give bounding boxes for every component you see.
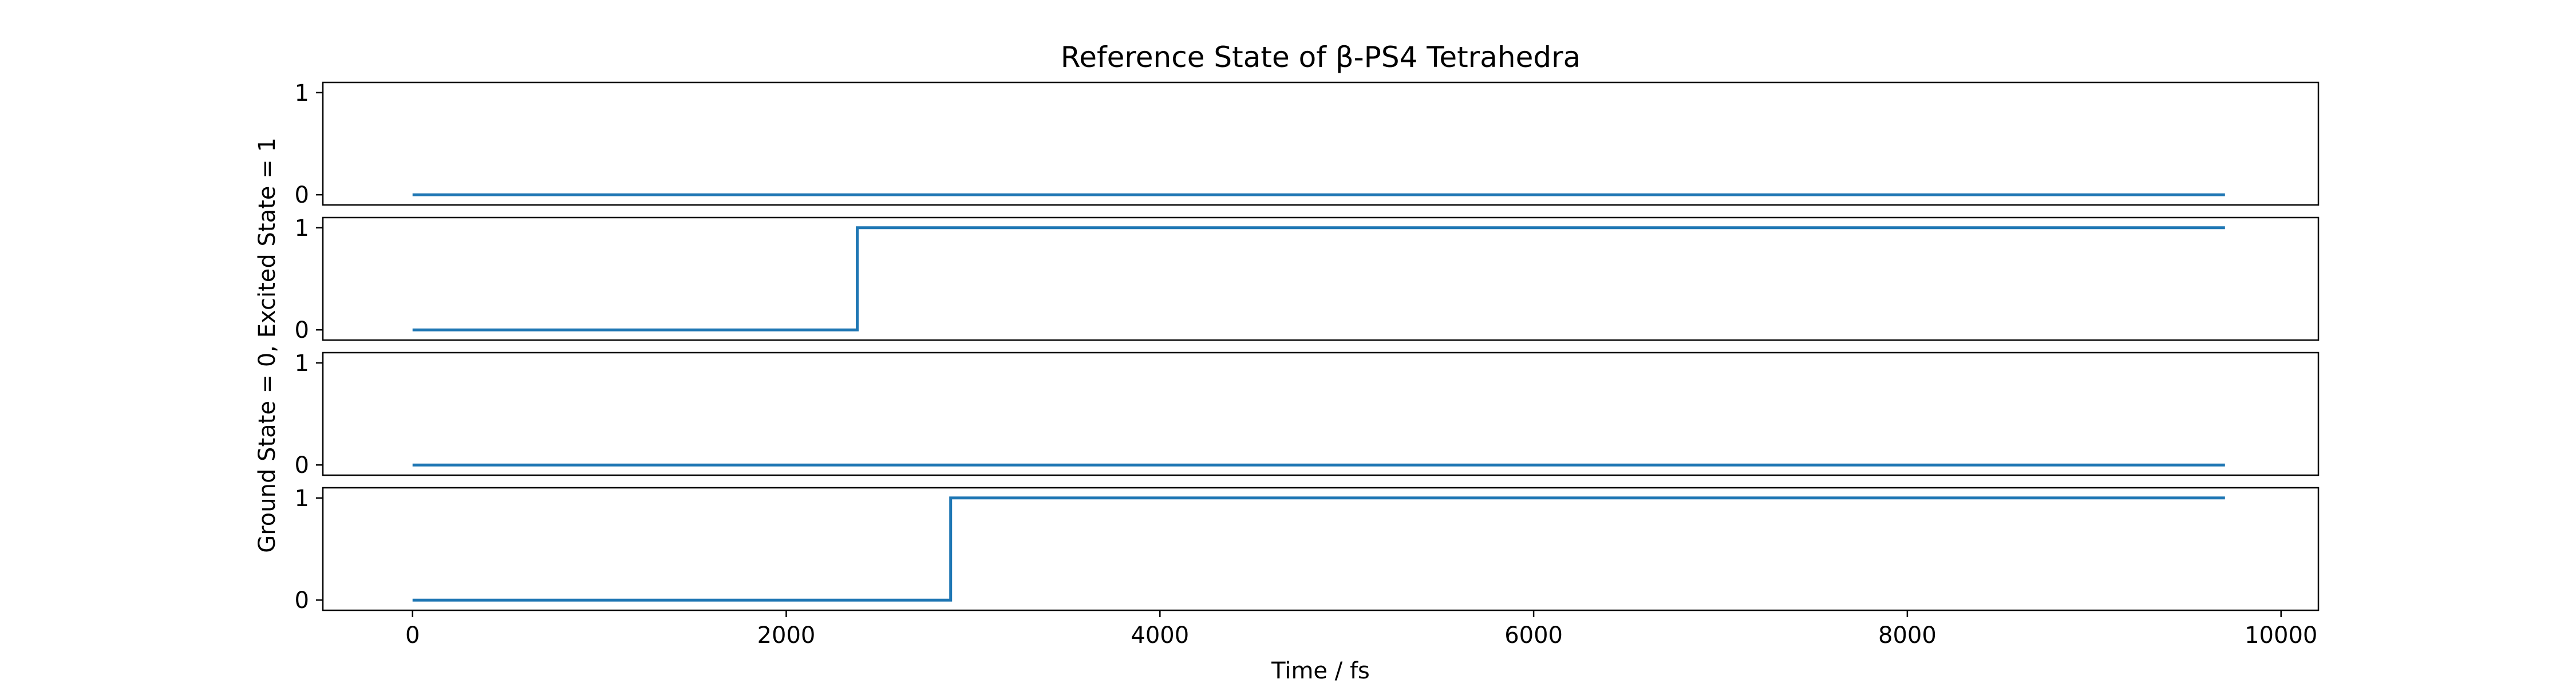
x-tick-label: 2000 <box>757 622 816 649</box>
x-tick-label: 0 <box>405 622 420 649</box>
x-axis-label: Time / fs <box>1271 658 1370 684</box>
subplot-3: 01 <box>295 350 2320 479</box>
x-tick-label: 10000 <box>2245 622 2317 649</box>
x-tick-label: 6000 <box>1504 622 1563 649</box>
series-line-2 <box>412 226 2225 331</box>
axes-frame-1 <box>322 81 2320 206</box>
subplot-1: 01 <box>295 80 2320 208</box>
y-axis-label: Ground State = 0, Excited State = 1 <box>254 137 280 553</box>
series-line-4 <box>412 496 2225 602</box>
y-tick-label: 0 <box>295 587 309 614</box>
y-tick-label: 1 <box>295 80 309 106</box>
x-tick-label: 4000 <box>1131 622 1189 649</box>
axes-frame-3 <box>322 352 2320 476</box>
axes-frame-2 <box>322 216 2320 341</box>
axes-frame-4 <box>322 487 2320 611</box>
y-tick-label: 1 <box>295 485 309 512</box>
x-tick-label: 8000 <box>1878 622 1937 649</box>
chart-title: Reference State of β-PS4 Tetrahedra <box>1061 41 1581 74</box>
y-tick-label: 1 <box>295 215 309 242</box>
y-tick-label: 0 <box>295 317 309 344</box>
y-tick-label: 0 <box>295 182 309 208</box>
subplot-2: 01 <box>295 215 2320 344</box>
subplot-4: 0 1 0 2000 4000 6000 8000 10000 <box>295 485 2320 649</box>
y-tick-label: 0 <box>295 452 309 479</box>
y-tick-label: 1 <box>295 350 309 377</box>
